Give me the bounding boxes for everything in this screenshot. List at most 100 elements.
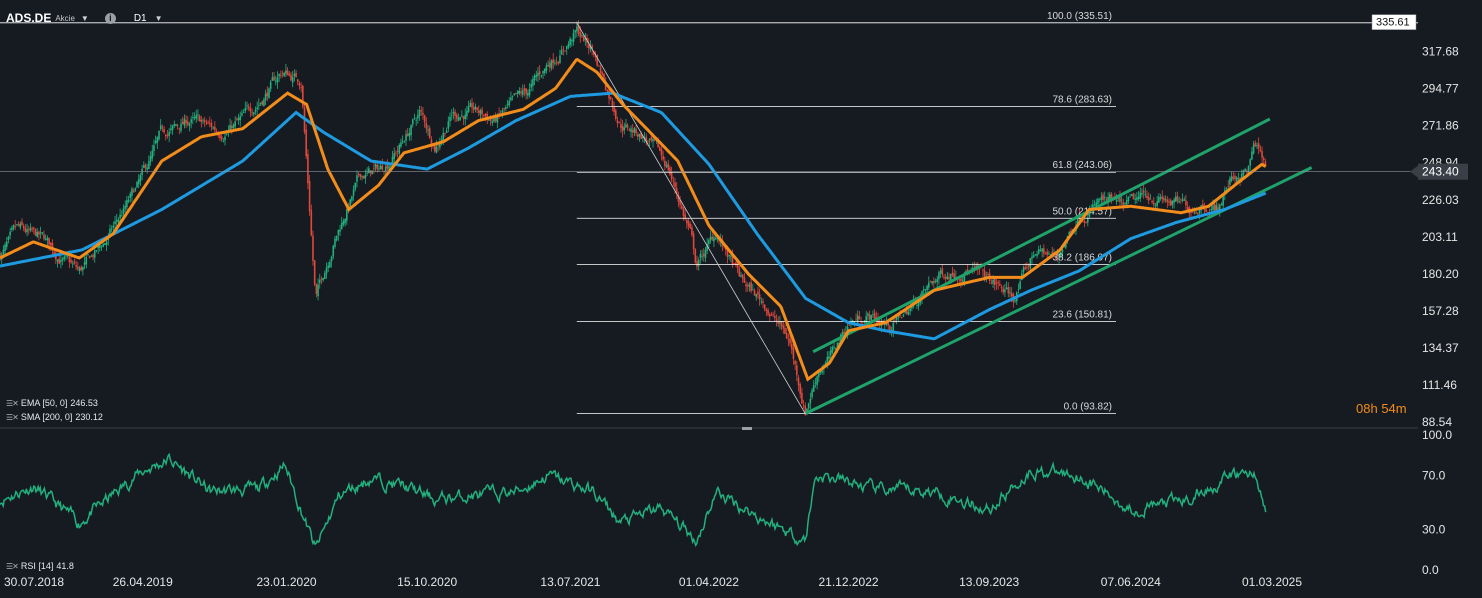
candle-body [176,124,179,126]
candle-body [137,179,140,185]
candle-body [900,316,903,318]
candle-body [115,220,118,222]
candle-body [596,55,598,66]
candle-body [1087,217,1089,223]
candle-body [126,200,128,208]
settings-icon[interactable]: ☰✕ [6,412,19,422]
candle-body [335,235,338,241]
candle-body [307,154,309,184]
candle-body [1103,196,1106,199]
candle-body [697,259,700,266]
candle-body [27,229,30,231]
settings-icon[interactable]: ☰✕ [6,561,19,571]
candle-body [684,214,686,219]
candle-body [1151,201,1153,203]
candle-body [990,282,993,284]
fib-level-label: 23.6 (150.81) [1053,309,1113,320]
candle-body [280,74,282,76]
candle-body [384,166,387,172]
candle-body [848,324,851,326]
candle-body [371,170,373,175]
candle-body [427,129,429,131]
candle-body [403,141,406,143]
rsi-axis-tick: 30.0 [1422,523,1446,537]
candle-body [1005,287,1008,290]
candle-body [1049,253,1052,255]
candle-body [1098,198,1101,200]
candle-body [1235,177,1238,182]
candle-body [1010,292,1013,297]
candle-body [1014,300,1016,302]
candle-body [816,376,818,385]
settings-icon[interactable]: ☰✕ [6,398,19,408]
candle-body [944,277,947,280]
candle-body [60,260,62,263]
candle-body [65,255,67,257]
candle-body [388,166,390,170]
candle-body [300,86,302,88]
candle-body [334,238,336,247]
candle-body [870,314,873,322]
chevron-down-icon[interactable]: ▼ [80,13,89,23]
candle-body [997,282,999,284]
candle-body [603,73,605,82]
candle-body [1102,194,1104,201]
candle-body [618,121,620,123]
candle-body [491,121,494,124]
candle-body [259,102,262,105]
candle-body [1110,193,1113,200]
candle-body [498,112,500,114]
info-icon[interactable]: i [104,12,116,24]
candle-body [17,224,20,226]
timeframe-selector[interactable]: D1 [133,12,147,24]
candle-body [479,110,482,115]
candle-body [657,139,659,148]
symbol-name[interactable]: ADS.DE [6,11,52,25]
timeframe-chevron-down-icon[interactable]: ▼ [154,13,163,23]
candle-body [310,210,313,236]
current-price-marker-box [1418,163,1468,180]
candle-body [293,73,296,77]
candle-body [905,309,908,314]
candle-body [1185,200,1187,206]
rsi-line [0,452,1267,548]
candle-body [593,51,595,55]
candle-body [461,115,463,117]
candle-body [58,258,61,264]
candle-body [252,112,255,115]
fib-level-label: 61.8 (243.06) [1053,160,1113,171]
candle-body [1036,253,1038,256]
candle-body [740,275,742,277]
candle-body [241,113,243,116]
candle-body [589,46,592,50]
candle-body [340,222,343,230]
candle-body [1205,209,1208,212]
candle-body [513,93,516,95]
candle-body [621,126,624,132]
candle-body [493,116,495,122]
candle-body [178,127,181,129]
candle-body [569,38,571,46]
candle-body [215,131,218,133]
candle-body [841,332,844,337]
candle-body [9,231,11,236]
candle-body [139,175,142,182]
sma-value: 230.12 [75,412,103,422]
candle-body [853,321,856,323]
candle-body [93,250,96,258]
candle-body [29,227,32,231]
candle-body [171,125,174,131]
candle-body [423,115,426,123]
candle-body [185,120,187,124]
candle-body [439,142,441,148]
candle-body [1234,176,1236,180]
candle-body [1107,197,1109,203]
candle-body [934,280,937,282]
candle-body [190,119,192,123]
candle-body [728,255,730,257]
candle-body [1048,253,1050,255]
candle-body [549,62,551,68]
candle-body [467,106,470,112]
